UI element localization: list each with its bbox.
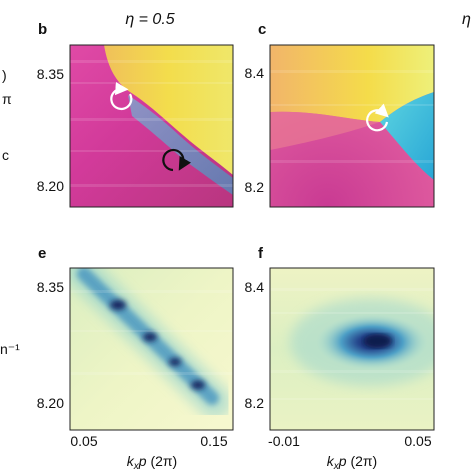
panel-f-xtick-right: 0.05 [404, 433, 431, 449]
panel-e-xtick-right: 0.15 [200, 433, 227, 449]
panel-b-letter: b [38, 21, 47, 38]
panel-b-ytick-top: 8.35 [37, 66, 64, 82]
counterclockwise-vortex-icon [162, 148, 192, 172]
panel-c-ytick-bottom: 8.2 [245, 179, 265, 195]
panel-f: f 8.4 8.2 -0.01 0.05 kxp (2π) [245, 245, 435, 472]
panel-b: b 8.35 8.20 [37, 21, 234, 208]
panel-f-xlabel: kxp (2π) [327, 453, 377, 472]
left-fragment-2: π [2, 91, 12, 107]
panel-e-letter: e [38, 245, 46, 262]
left-fragment-3: c [2, 147, 9, 163]
panel-e-xtick-left: 0.05 [70, 433, 97, 449]
clockwise-vortex-icon [366, 103, 389, 132]
panel-e: e 8.35 8.20 0.05 0.15 kxp (2π) [37, 245, 234, 472]
panel-c-ytick-top: 8.4 [245, 65, 265, 81]
panel-e-ytick-top: 8.35 [37, 279, 64, 295]
left-fragment-1: ) [2, 67, 7, 83]
panel-e-ytick-bottom: 8.20 [37, 395, 64, 411]
panel-c: c 8.4 8.2 [245, 21, 435, 208]
panel-e-xlabel: kxp (2π) [127, 453, 177, 472]
panel-f-xtick-left: -0.01 [268, 433, 300, 449]
column-title-left: η = 0.5 [125, 11, 174, 28]
panel-f-ytick-top: 8.4 [245, 279, 265, 295]
left-fragment-4: n⁻¹ [0, 341, 20, 357]
clockwise-vortex-icon [110, 81, 133, 111]
panel-b-ytick-bottom: 8.20 [37, 178, 64, 194]
panel-c-letter: c [258, 21, 266, 38]
panel-f-ytick-bottom: 8.2 [245, 395, 265, 411]
column-title-right: η [462, 11, 471, 28]
panel-f-letter: f [258, 245, 264, 262]
